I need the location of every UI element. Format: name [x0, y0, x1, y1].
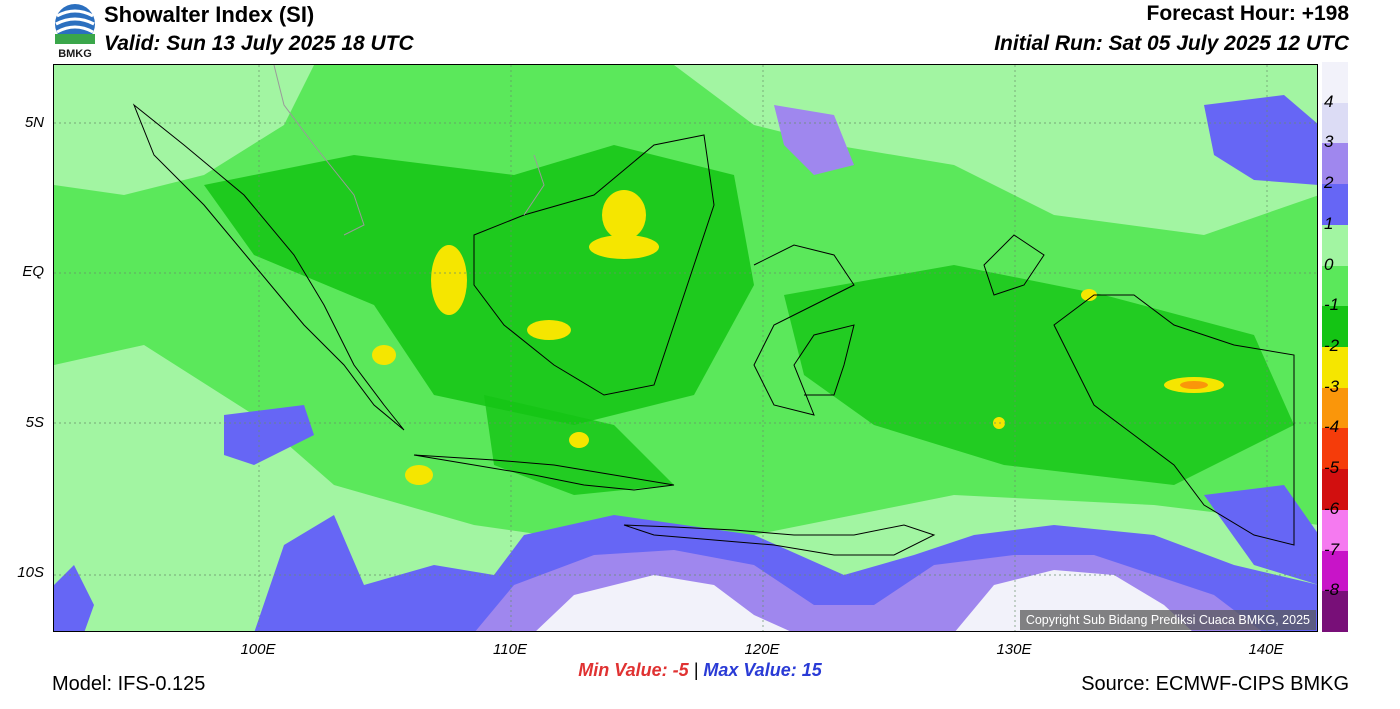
colorbar — [1322, 62, 1348, 633]
colorbar-label: 2 — [1324, 173, 1334, 193]
min-max-separator: | — [693, 660, 699, 680]
colorbar-segment — [1322, 469, 1348, 511]
colorbar-segment — [1322, 224, 1348, 267]
colorbar-label: 1 — [1324, 213, 1334, 233]
map-title: Showalter Index (SI) — [104, 2, 315, 27]
showalter-index-map — [53, 64, 1318, 632]
colorbar-segment — [1322, 102, 1348, 144]
lat-label-5s: 5S — [25, 414, 44, 431]
colorbar-segment — [1322, 184, 1348, 226]
colorbar-segment — [1322, 62, 1348, 104]
max-value: 15 — [801, 660, 822, 680]
lon-label-130e: 130E — [996, 641, 1032, 658]
colorbar-segment — [1322, 143, 1348, 185]
coastline-outlines — [132, 65, 1295, 556]
lat-label-5n: 5N — [24, 114, 44, 131]
colorbar-label: -2 — [1324, 336, 1340, 355]
bmkg-emblem-icon — [55, 4, 95, 44]
colorbar-label: -7 — [1324, 539, 1340, 559]
colorbar-segment — [1322, 550, 1348, 592]
colorbar-segment — [1322, 306, 1348, 348]
model-name: Model: IFS-0.125 — [52, 673, 206, 695]
colorbar-segment — [1322, 591, 1348, 633]
min-max-summary: Min Value: -5 | Max Value: 15 — [0, 660, 1400, 681]
colorbar-segment — [1322, 347, 1348, 389]
colorbar-label: -1 — [1324, 295, 1340, 315]
colorbar-label: 4 — [1324, 91, 1334, 111]
map-field-svg — [54, 65, 1317, 631]
colorbar-label: -8 — [1324, 580, 1340, 600]
lon-label-100e: 100E — [240, 641, 276, 658]
colorbar-label: -5 — [1324, 458, 1340, 478]
initial-run: Initial Run: Sat 05 July 2025 12 UTC — [994, 32, 1349, 55]
lon-label-120e: 120E — [744, 641, 780, 658]
colorbar-label: 0 — [1324, 254, 1334, 274]
colorbar-label: -4 — [1324, 417, 1340, 437]
colorbar-label: -3 — [1324, 376, 1340, 396]
colorbar-segment — [1322, 387, 1348, 429]
min-value: -5 — [672, 660, 689, 680]
lat-label-10s: 10S — [17, 564, 44, 581]
forecast-hour: Forecast Hour: +198 — [1146, 2, 1350, 25]
data-source: Source: ECMWF-CIPS BMKG — [1081, 673, 1349, 695]
lon-label-140e: 140E — [1248, 641, 1284, 658]
colorbar-segment — [1322, 509, 1348, 552]
logo-text: BMKG — [58, 48, 92, 60]
colorbar-segment — [1322, 265, 1348, 307]
copyright-note: Copyright Sub Bidang Prediksi Cuaca BMKG… — [1019, 610, 1316, 630]
colorbar-label: -6 — [1324, 498, 1340, 518]
min-value-label: Min Value: — [578, 660, 668, 680]
colorbar-label: 3 — [1324, 132, 1334, 152]
bmkg-logo: BMKG — [50, 2, 100, 60]
max-value-label: Max Value: — [703, 660, 797, 680]
valid-time: Valid: Sun 13 July 2025 18 UTC — [104, 32, 414, 55]
colorbar-segment — [1322, 428, 1348, 470]
lon-label-110e: 110E — [493, 641, 527, 658]
lat-label-eq: EQ — [22, 263, 44, 280]
